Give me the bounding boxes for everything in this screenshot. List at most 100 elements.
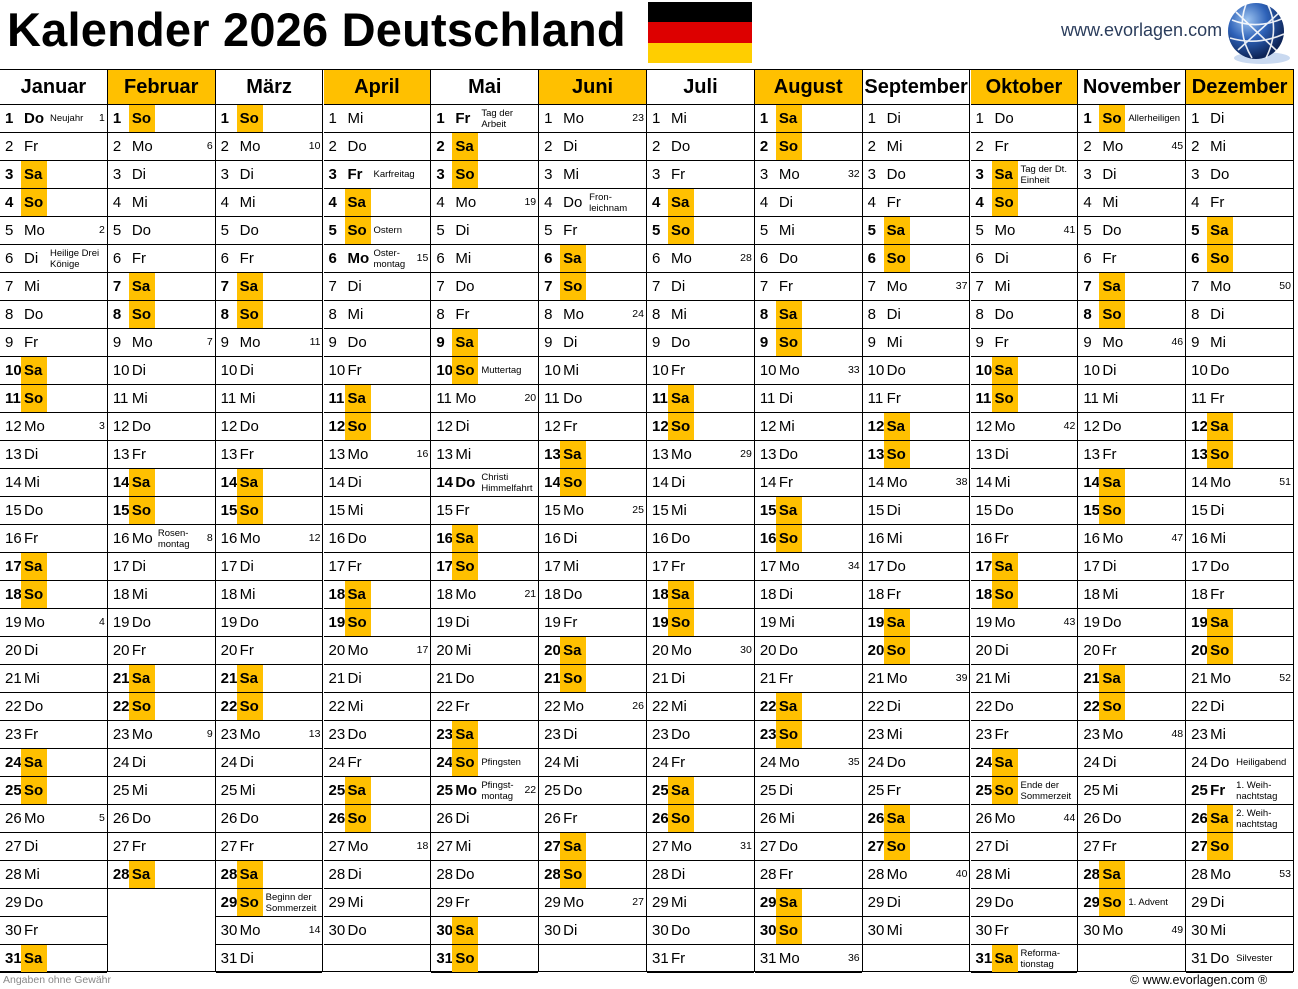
day-cell[interactable]: 6 Fr <box>107 245 215 273</box>
day-cell[interactable]: 28 Mi <box>970 861 1078 889</box>
day-cell[interactable]: 21 Di <box>647 665 754 693</box>
day-cell[interactable]: 12 Do <box>215 413 323 441</box>
day-cell[interactable]: 21 Mi <box>0 665 107 693</box>
day-cell[interactable]: 19 Mo 4 <box>0 609 107 637</box>
day-cell[interactable]: 3 Sa <box>0 161 107 189</box>
day-cell[interactable]: 27 Mi <box>431 833 539 861</box>
day-cell[interactable]: 5 Fr <box>539 217 646 245</box>
day-cell[interactable]: 26 Fr <box>539 805 646 833</box>
day-cell[interactable]: 15 Mi <box>323 497 431 525</box>
day-cell[interactable]: 12 Do <box>1078 413 1186 441</box>
day-cell[interactable]: 25 Mi <box>1078 777 1186 805</box>
day-cell[interactable]: 14 Di <box>647 469 754 497</box>
day-cell[interactable]: 23 Fr <box>0 721 107 749</box>
day-cell[interactable]: 29 Fr <box>431 889 539 917</box>
day-cell[interactable]: 5 Do <box>1078 217 1186 245</box>
day-cell[interactable]: 23 Di <box>539 721 646 749</box>
day-cell[interactable]: 18 Sa <box>323 581 431 609</box>
day-cell[interactable]: 28 Fr <box>754 861 862 889</box>
day-cell[interactable]: 30 Do <box>647 917 754 945</box>
day-cell[interactable]: 14 Di <box>323 469 431 497</box>
day-cell[interactable]: 29 So 1. Advent <box>1078 889 1186 917</box>
day-cell[interactable]: 31 Fr <box>647 945 754 973</box>
day-cell[interactable]: 31 So <box>431 945 539 973</box>
day-cell[interactable]: 4 Sa <box>323 189 431 217</box>
day-cell[interactable]: 18 Do <box>539 581 646 609</box>
day-cell[interactable]: 13 Mo 16 <box>323 441 431 469</box>
day-cell[interactable]: 30 Mo 49 <box>1078 917 1186 945</box>
day-cell[interactable]: 29 So Beginn der Sommerzeit <box>215 889 323 917</box>
day-cell[interactable]: 8 So <box>1078 301 1186 329</box>
day-cell[interactable]: 3 Fr Karfreitag <box>323 161 431 189</box>
day-cell[interactable]: 16 Mi <box>862 525 970 553</box>
day-cell[interactable]: 2 Fr <box>970 133 1078 161</box>
day-cell[interactable]: 21 Mo 39 <box>862 665 970 693</box>
day-cell[interactable]: 10 Di <box>215 357 323 385</box>
day-cell[interactable]: 18 Fr <box>1186 581 1293 609</box>
day-cell[interactable]: 28 Sa <box>107 861 215 889</box>
day-cell[interactable]: 1 Mo 23 <box>539 105 646 133</box>
day-cell[interactable]: 31 Do Silvester <box>1186 945 1293 973</box>
day-cell[interactable]: 22 Mi <box>323 693 431 721</box>
day-cell[interactable]: 12 Mi <box>754 413 862 441</box>
day-cell[interactable]: 15 Sa <box>754 497 862 525</box>
day-cell[interactable]: 27 Mo 31 <box>647 833 754 861</box>
day-cell[interactable]: 3 Mi <box>539 161 646 189</box>
day-cell[interactable]: 30 Mi <box>862 917 970 945</box>
day-cell[interactable]: 21 Mo 52 <box>1186 665 1293 693</box>
day-cell[interactable]: 23 Mo 48 <box>1078 721 1186 749</box>
day-cell[interactable]: 22 Di <box>862 693 970 721</box>
day-cell[interactable]: 7 Sa <box>215 273 323 301</box>
day-cell[interactable]: 23 Do <box>647 721 754 749</box>
day-cell[interactable]: 23 Fr <box>970 721 1078 749</box>
day-cell[interactable]: 29 Di <box>1186 889 1293 917</box>
day-cell[interactable]: 3 So <box>431 161 539 189</box>
day-cell[interactable]: 26 So <box>647 805 754 833</box>
day-cell[interactable]: 25 Fr <box>862 777 970 805</box>
day-cell[interactable]: 4 Mo 19 <box>431 189 539 217</box>
day-cell[interactable]: 27 Fr <box>107 833 215 861</box>
day-cell[interactable]: 1 So <box>215 105 323 133</box>
day-cell[interactable]: 3 Di <box>215 161 323 189</box>
day-cell[interactable]: 12 Sa <box>1186 413 1293 441</box>
day-cell[interactable]: 28 Di <box>647 861 754 889</box>
day-cell[interactable]: 7 Mo 50 <box>1186 273 1293 301</box>
day-cell[interactable]: 5 Mo 2 <box>0 217 107 245</box>
day-cell[interactable]: 17 Di <box>107 553 215 581</box>
day-cell[interactable]: 27 Di <box>970 833 1078 861</box>
day-cell[interactable]: 26 So <box>323 805 431 833</box>
day-cell[interactable]: 8 Mi <box>647 301 754 329</box>
day-cell[interactable]: 11 Sa <box>323 385 431 413</box>
day-cell[interactable]: 19 Sa <box>862 609 970 637</box>
day-cell[interactable]: 19 Fr <box>539 609 646 637</box>
day-cell[interactable]: 11 Mi <box>1078 385 1186 413</box>
day-cell[interactable]: 8 Mo 24 <box>539 301 646 329</box>
day-cell[interactable]: 18 Mi <box>107 581 215 609</box>
day-cell[interactable]: 11 So <box>970 385 1078 413</box>
day-cell[interactable]: 12 Fr <box>539 413 646 441</box>
day-cell[interactable]: 8 Di <box>862 301 970 329</box>
day-cell[interactable]: 4 Fr <box>862 189 970 217</box>
day-cell[interactable]: 6 Di <box>970 245 1078 273</box>
day-cell[interactable]: 2 Fr <box>0 133 107 161</box>
day-cell[interactable]: 26 Mo 5 <box>0 805 107 833</box>
day-cell[interactable]: 22 Mi <box>647 693 754 721</box>
day-cell[interactable]: 30 Sa <box>431 917 539 945</box>
day-cell[interactable]: 2 Mi <box>1186 133 1293 161</box>
day-cell[interactable]: 29 Do <box>970 889 1078 917</box>
day-cell[interactable]: 12 Do <box>107 413 215 441</box>
day-cell[interactable]: 15 Do <box>970 497 1078 525</box>
day-cell[interactable]: 7 Sa <box>107 273 215 301</box>
day-cell[interactable]: 2 Mi <box>862 133 970 161</box>
day-cell[interactable]: 10 Do <box>1186 357 1293 385</box>
day-cell[interactable]: 22 So <box>1078 693 1186 721</box>
day-cell[interactable]: 21 Sa <box>107 665 215 693</box>
day-cell[interactable]: 20 Do <box>754 637 862 665</box>
day-cell[interactable]: 26 Do <box>1078 805 1186 833</box>
day-cell[interactable]: 14 Sa <box>1078 469 1186 497</box>
day-cell[interactable]: 25 Sa <box>323 777 431 805</box>
day-cell[interactable]: 18 Fr <box>862 581 970 609</box>
day-cell[interactable]: 22 Di <box>1186 693 1293 721</box>
day-cell[interactable]: 17 Di <box>1078 553 1186 581</box>
day-cell[interactable]: 22 So <box>215 693 323 721</box>
